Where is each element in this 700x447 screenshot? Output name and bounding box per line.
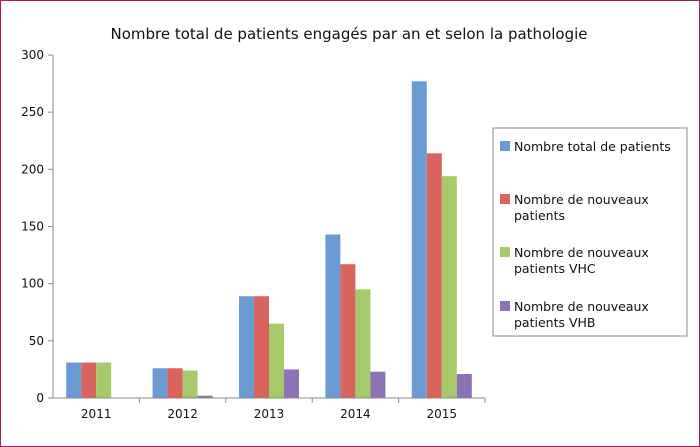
legend-swatch xyxy=(500,301,510,311)
bar xyxy=(441,176,457,398)
y-tick-label: 0 xyxy=(36,391,44,405)
legend: Nombre total de patients Nombre de nouvea… xyxy=(492,127,688,337)
bar xyxy=(167,368,183,398)
bar xyxy=(152,368,168,398)
bar xyxy=(284,369,299,398)
legend-label: patients VHC xyxy=(514,261,596,276)
bar xyxy=(66,362,82,398)
bar xyxy=(456,373,472,398)
x-tick-label: 2014 xyxy=(340,407,371,421)
y-tick-label: 150 xyxy=(21,220,44,234)
x-tick-label: 2012 xyxy=(167,407,198,421)
bar xyxy=(426,153,442,398)
bar xyxy=(411,81,427,399)
y-tick-label: 300 xyxy=(21,48,44,62)
legend-swatch xyxy=(500,247,510,257)
bar xyxy=(81,362,97,398)
y-tick-label: 200 xyxy=(21,162,44,176)
bar xyxy=(239,296,254,398)
bar xyxy=(325,234,341,398)
x-tick-label: 2015 xyxy=(427,407,458,421)
y-tick-label: 100 xyxy=(21,277,44,291)
bar xyxy=(254,296,269,398)
legend-label: patients xyxy=(514,208,565,223)
y-tick-label: 250 xyxy=(21,105,44,119)
bar xyxy=(197,395,213,398)
bar xyxy=(370,371,386,398)
legend-swatch xyxy=(500,141,510,151)
legend-label: Nombre de nouveaux xyxy=(514,192,649,207)
legend-box xyxy=(492,127,688,337)
bar xyxy=(340,264,356,398)
y-tick-label: 50 xyxy=(29,334,44,348)
legend-label: Nombre de nouveaux xyxy=(514,299,649,314)
x-tick-label: 2013 xyxy=(254,407,285,421)
legend-label: Nombre total de patients xyxy=(514,139,671,154)
legend-label: patients VHB xyxy=(514,315,596,330)
bar xyxy=(182,370,198,398)
x-tick-label: 2011 xyxy=(81,407,112,421)
legend-swatch xyxy=(500,194,510,204)
bar xyxy=(355,289,371,398)
bar xyxy=(269,323,284,398)
bar xyxy=(96,362,112,398)
chart-title: Nombre total de patients engagés par an … xyxy=(110,25,587,43)
plot-area: 0 50 100 150 200 250 300 2011 2012 2013 2014 2015 xyxy=(21,48,486,421)
legend-label: Nombre de nouveaux xyxy=(514,245,649,260)
